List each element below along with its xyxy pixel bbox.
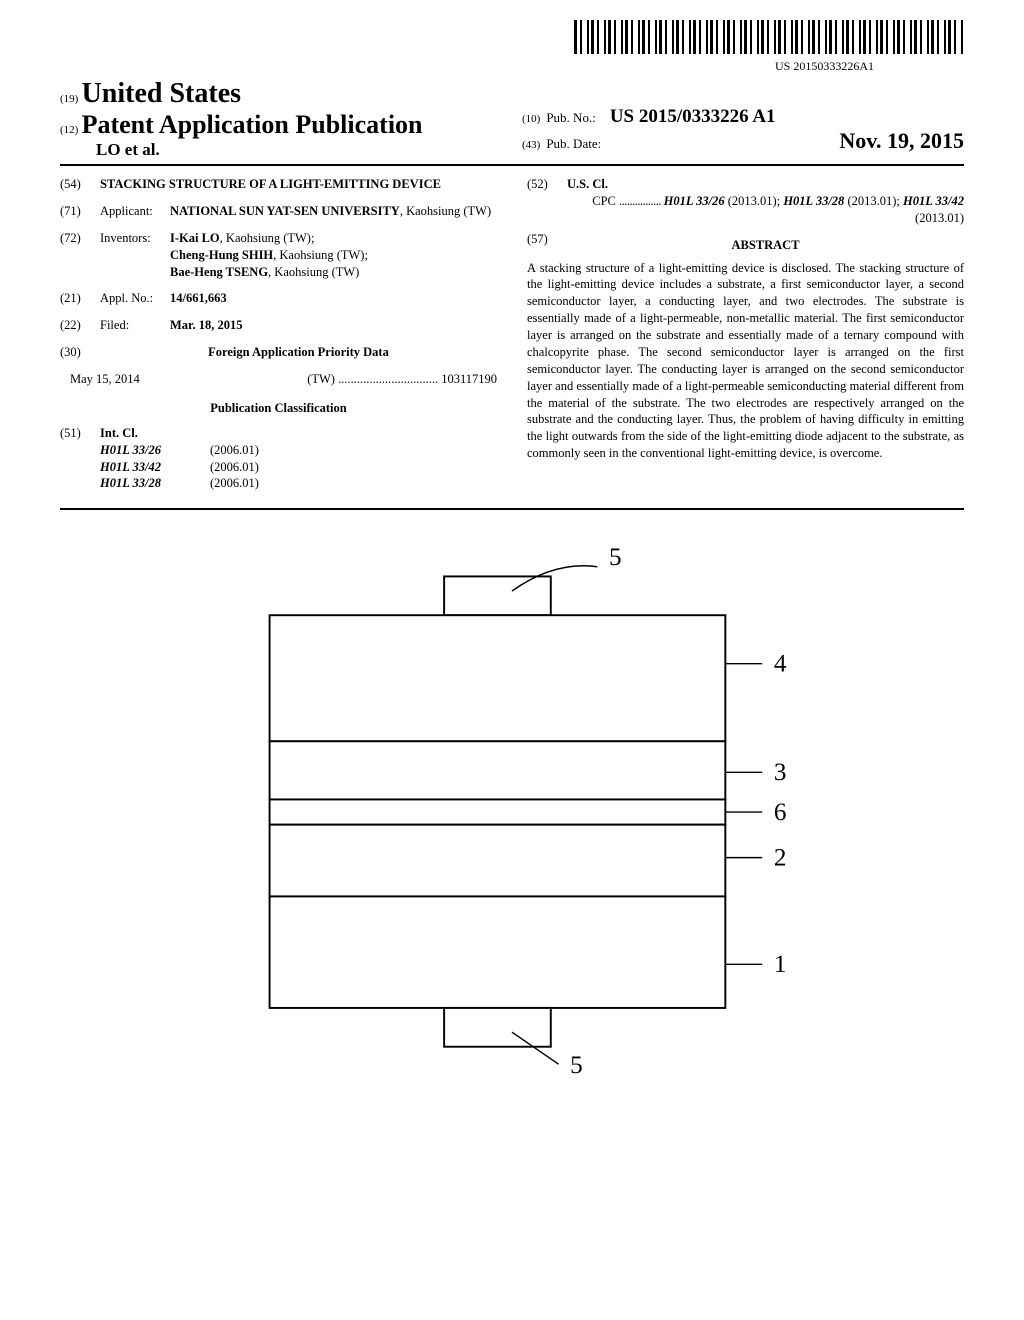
biblio-left-col: (54) STACKING STRUCTURE OF A LIGHT-EMITT… bbox=[60, 176, 497, 494]
field-51: (51) Int. Cl. H01L 33/26(2006.01)H01L 33… bbox=[60, 425, 497, 493]
pubdate-label: Pub. Date: bbox=[540, 136, 601, 152]
code-19: (19) bbox=[60, 93, 78, 105]
layer-label-2: 2 bbox=[774, 845, 787, 872]
field-54: (54) STACKING STRUCTURE OF A LIGHT-EMITT… bbox=[60, 176, 497, 193]
pubdate-value: Nov. 19, 2015 bbox=[601, 128, 964, 154]
layer-label-3: 3 bbox=[774, 759, 787, 786]
bottom-electrode-label: 5 bbox=[570, 1052, 583, 1079]
country-name: United States bbox=[82, 78, 241, 109]
layer-label-4: 4 bbox=[774, 651, 787, 678]
cpc-line: CPC H01L 33/26 (2013.01); H01L 33/28 (20… bbox=[567, 193, 964, 227]
field-52: (52) U.S. Cl. CPC H01L 33/26 (2013.01); … bbox=[527, 176, 964, 227]
field-57: (57) ABSTRACT bbox=[527, 231, 964, 260]
stacking-figure: 4 3 6 2 1 5 5 bbox=[192, 534, 832, 1094]
biblio-right-col: (52) U.S. Cl. CPC H01L 33/26 (2013.01); … bbox=[527, 176, 964, 494]
biblio-section: (54) STACKING STRUCTURE OF A LIGHT-EMITT… bbox=[60, 176, 964, 510]
layer-layer1 bbox=[270, 897, 726, 1009]
layer-bot-electrode bbox=[444, 1008, 551, 1047]
abstract-text: A stacking structure of a light-emitting… bbox=[527, 260, 964, 463]
code-12: (12) bbox=[60, 124, 78, 136]
pubno-value: US 2015/0333226 A1 bbox=[596, 106, 964, 128]
code-10: (10) bbox=[522, 113, 540, 125]
barcode-number: US 20150333226A1 bbox=[60, 59, 964, 74]
barcode-block: US 20150333226A1 bbox=[60, 20, 964, 74]
layer-layer2 bbox=[270, 825, 726, 897]
barcode-icon bbox=[574, 20, 964, 54]
field-21: (21) Appl. No.: 14/661,663 bbox=[60, 290, 497, 307]
masthead: (19) United States (12) Patent Applicati… bbox=[60, 78, 964, 166]
top-electrode-label: 5 bbox=[609, 544, 622, 571]
code-43: (43) bbox=[522, 139, 540, 151]
layer-label-1: 1 bbox=[774, 951, 787, 978]
layer-top-electrode bbox=[444, 577, 551, 616]
pap-title: Patent Application Publication bbox=[82, 110, 423, 139]
authors-line: LO et al. bbox=[60, 140, 502, 160]
layer-layer4 bbox=[270, 615, 726, 741]
layer-layer6 bbox=[270, 800, 726, 825]
pubclass-heading: Publication Classification bbox=[60, 400, 497, 417]
intcl-table: H01L 33/26(2006.01)H01L 33/42(2006.01)H0… bbox=[100, 442, 497, 493]
layer-layer3 bbox=[270, 742, 726, 800]
field-71: (71) Applicant: NATIONAL SUN YAT-SEN UNI… bbox=[60, 203, 497, 220]
inventors-list: I-Kai LO, Kaohsiung (TW);Cheng-Hung SHIH… bbox=[170, 230, 497, 281]
field-22: (22) Filed: Mar. 18, 2015 bbox=[60, 317, 497, 334]
field-72: (72) Inventors: I-Kai LO, Kaohsiung (TW)… bbox=[60, 230, 497, 281]
pubno-label: Pub. No.: bbox=[540, 110, 595, 126]
layer-label-6: 6 bbox=[774, 799, 787, 826]
priority-row: May 15, 2014 (TW) ......................… bbox=[60, 371, 497, 388]
figure-wrap: 4 3 6 2 1 5 5 bbox=[60, 534, 964, 1094]
field-30: (30) Foreign Application Priority Data bbox=[60, 344, 497, 361]
